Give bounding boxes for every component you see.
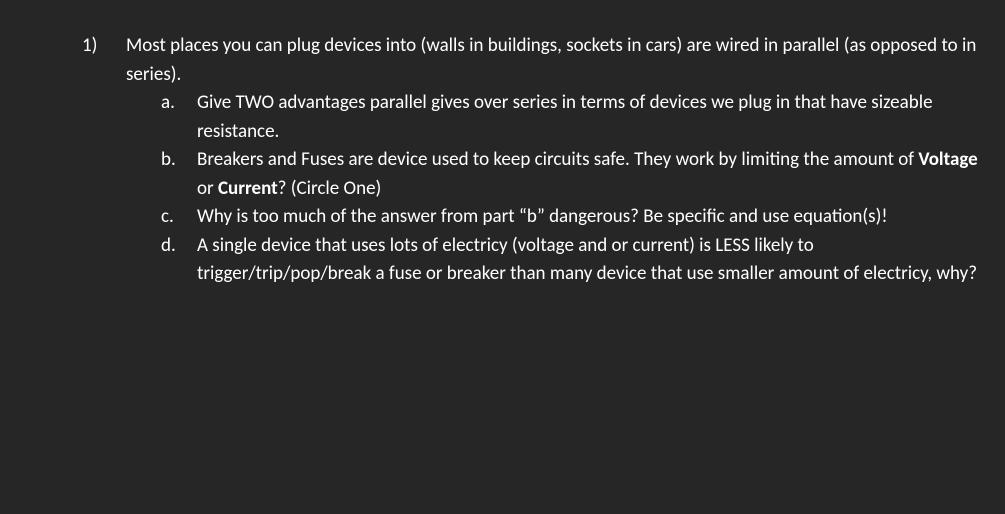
part-b-mid: or [197, 177, 218, 200]
part-b-suffix: ? (Circle One) [278, 177, 382, 200]
sub-text-b: Breakers and Fuses are device used to ke… [197, 146, 985, 203]
sub-letter-d: d. [161, 232, 185, 289]
sub-letter-b: b. [161, 146, 185, 203]
sub-text-a: Give TWO advantages parallel gives over … [197, 89, 985, 146]
part-b-bold-voltage: Voltage [918, 148, 977, 171]
part-b-prefix: Breakers and Fuses are device used to ke… [197, 148, 918, 171]
part-b-bold-current: Current [218, 177, 278, 200]
question-number: 1) [82, 32, 114, 289]
sub-question-list: a. Give TWO advantages parallel gives ov… [126, 89, 985, 289]
question-container: 1) Most places you can plug devices into… [20, 32, 985, 289]
sub-text-c: Why is too much of the answer from part … [197, 203, 985, 232]
sub-text-d: A single device that uses lots of electr… [197, 232, 985, 289]
question-intro: Most places you can plug devices into (w… [126, 32, 985, 89]
sub-letter-a: a. [161, 89, 185, 146]
sub-letter-c: c. [161, 203, 185, 232]
sub-question-a: a. Give TWO advantages parallel gives ov… [161, 89, 985, 146]
sub-question-b: b. Breakers and Fuses are device used to… [161, 146, 985, 203]
question-body: Most places you can plug devices into (w… [126, 32, 985, 289]
sub-question-c: c. Why is too much of the answer from pa… [161, 203, 985, 232]
sub-question-d: d. A single device that uses lots of ele… [161, 232, 985, 289]
